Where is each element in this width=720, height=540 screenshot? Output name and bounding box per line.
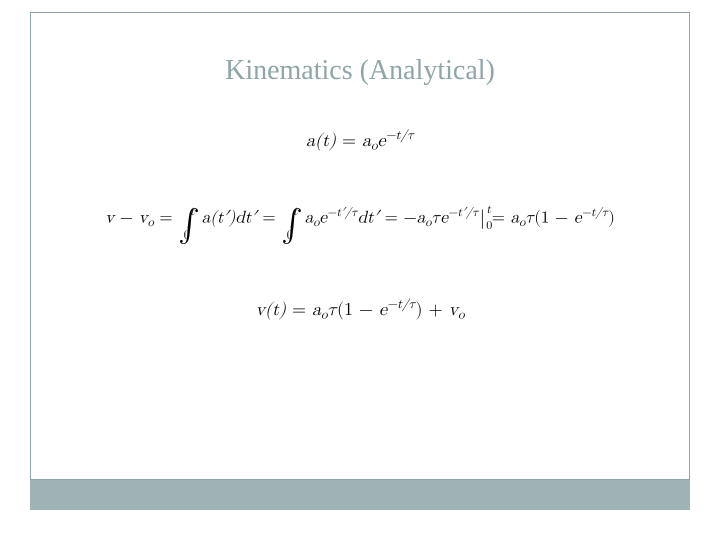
eq2-rhs2-a: a	[511, 210, 520, 227]
eq2-int1-lb: 0	[184, 229, 190, 244]
eq2-int2-a: a	[305, 210, 314, 227]
eq2-int2-exp: −t′/τ	[327, 207, 358, 219]
eq2-int1-ub: t	[190, 205, 195, 220]
eq3-v0sub: o	[458, 308, 464, 321]
eq3-rparen: )	[415, 301, 422, 319]
eq2-rhs2-tau: τ	[525, 210, 534, 227]
eq3-lparen: (1 −	[337, 301, 379, 319]
eq2-int2-e: e	[319, 210, 327, 227]
eq1-e: e	[378, 132, 386, 150]
equations-area: a(t) = aoe−t/τ v − vo = ∫t0a(t′)dt′ = ∫t…	[61, 128, 659, 323]
eq2-minus: −	[114, 210, 139, 227]
eq2-eq1: =	[159, 210, 178, 227]
eq2-eq3: =	[385, 210, 404, 227]
slide-frame: Kinematics (Analytical) a(t) = aoe−t/τ v…	[30, 12, 690, 480]
eq3-eq: =	[292, 301, 312, 319]
eq1-exp: −t/τ	[386, 129, 414, 142]
eq2-rhs1-a: a	[417, 210, 426, 227]
eq2-int2-ub: t	[293, 205, 298, 220]
eq2-int1-body: a(t′)dt′	[202, 210, 257, 227]
eq2-eq4: =	[492, 210, 511, 227]
eq3-lhs: v(t)	[256, 301, 287, 319]
eq2-rparen: )	[608, 210, 615, 227]
eq2-rhs2-exp: −t/τ	[581, 207, 608, 219]
eq2-int1: ∫t0	[178, 206, 199, 245]
eq2-v: v	[105, 210, 114, 227]
eq2-int2-lb: 0	[287, 229, 293, 244]
equation-2: v − vo = ∫t0a(t′)dt′ = ∫t0aoe−t′/τdt′ = …	[105, 206, 615, 245]
eq2-int2-dt: dt′	[358, 210, 379, 227]
eq1-lhs: a(t)	[306, 132, 336, 150]
eq2-v0: v	[139, 210, 148, 227]
eq2-eq2: =	[262, 210, 281, 227]
slide-title: Kinematics (Analytical)	[31, 55, 689, 87]
eq2-neg: −	[403, 210, 416, 227]
eq2-int2: ∫t0	[281, 206, 302, 245]
eq1-a: a	[362, 132, 371, 150]
eq3-exp: −t/τ	[387, 298, 415, 311]
eq3-plus: +	[423, 301, 449, 319]
eq3-tau: τ	[328, 301, 338, 319]
eq3-a: a	[312, 301, 321, 319]
equation-3: v(t) = aoτ(1 − e−t/τ) + vo	[256, 297, 465, 323]
eq2-bar-lb: 0	[486, 219, 492, 234]
eq2-rhs1-tau: τ	[431, 210, 440, 227]
eq1-equals: =	[342, 132, 362, 150]
eq2-evalbar: |t0	[480, 207, 485, 230]
eq2-rhs1-e: e	[440, 210, 448, 227]
eq3-e: e	[379, 301, 387, 319]
eq3-v0: v	[448, 301, 458, 319]
eq2-rhs1-exp: −t′/τ	[448, 207, 479, 219]
bottom-accent-bar	[30, 480, 690, 510]
eq2-lparen: (1 −	[534, 210, 574, 227]
equation-1: a(t) = aoe−t/τ	[306, 128, 414, 154]
eq2-v0-sub: o	[148, 217, 154, 229]
eq2-bar-ub: t	[486, 203, 491, 218]
